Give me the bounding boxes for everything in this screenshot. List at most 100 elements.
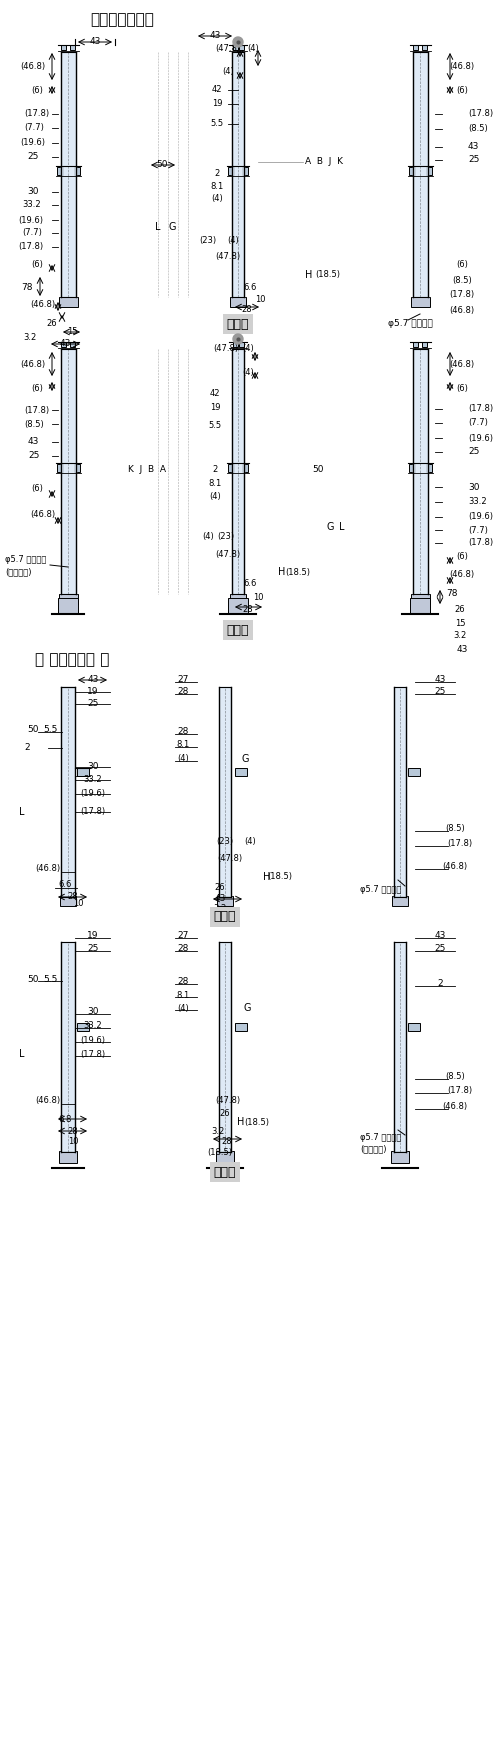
Text: (6): (6): [31, 87, 43, 96]
Bar: [238, 45, 244, 51]
Text: (4): (4): [202, 533, 214, 542]
Bar: [56, 167, 62, 176]
Text: 6.8: 6.8: [58, 1115, 71, 1124]
Bar: [60, 895, 76, 906]
Bar: [410, 598, 430, 613]
Text: (19.6): (19.6): [468, 434, 493, 442]
Text: 27: 27: [178, 676, 188, 685]
Text: H: H: [238, 1117, 244, 1127]
Text: (6): (6): [31, 383, 43, 392]
Bar: [408, 465, 414, 472]
Text: 30: 30: [27, 188, 38, 197]
Bar: [235, 1023, 247, 1031]
Text: H: H: [264, 873, 270, 881]
Text: 2: 2: [212, 465, 218, 474]
Text: 8.1: 8.1: [210, 183, 224, 192]
Bar: [242, 167, 248, 176]
Text: (17.8): (17.8): [448, 1087, 472, 1096]
Text: (帶黑色線): (帶黑色線): [360, 1144, 386, 1153]
Text: 33.2: 33.2: [84, 1021, 102, 1031]
Text: (8.5): (8.5): [24, 420, 44, 429]
Bar: [74, 465, 80, 472]
Text: 27: 27: [178, 932, 188, 941]
Text: (8.5): (8.5): [445, 824, 465, 833]
Text: 28: 28: [242, 305, 252, 315]
Text: (47.8): (47.8): [216, 1096, 240, 1104]
Text: 10: 10: [73, 899, 83, 909]
Text: ＜背面安装時＞: ＜背面安装時＞: [90, 12, 154, 28]
Text: (47.8): (47.8): [216, 549, 240, 559]
Text: A  B  J  K: A B J K: [305, 157, 343, 167]
Text: 30: 30: [88, 763, 99, 772]
Text: (7.7): (7.7): [24, 124, 44, 132]
Text: 2: 2: [24, 744, 30, 753]
Bar: [242, 465, 248, 472]
Text: 28: 28: [178, 688, 188, 697]
Text: (4): (4): [177, 1003, 189, 1012]
Text: (7.7): (7.7): [468, 526, 488, 535]
Text: (17.8): (17.8): [448, 840, 472, 848]
Polygon shape: [219, 942, 231, 1151]
Bar: [58, 594, 78, 604]
Text: 33.2: 33.2: [84, 775, 102, 784]
Bar: [217, 895, 233, 906]
Text: 2: 2: [214, 169, 220, 178]
Text: 6.6: 6.6: [244, 580, 256, 589]
Polygon shape: [61, 942, 75, 1151]
Text: (4): (4): [242, 368, 254, 376]
Bar: [413, 343, 418, 347]
Text: 43: 43: [88, 676, 99, 685]
Text: 50: 50: [27, 974, 39, 984]
Text: 5.5: 5.5: [43, 725, 57, 735]
Text: 28: 28: [222, 1138, 232, 1146]
Text: (46.8): (46.8): [450, 305, 474, 315]
Text: φ5.7 灰色電線: φ5.7 灰色電線: [360, 885, 402, 894]
Bar: [228, 167, 234, 176]
Text: 25: 25: [434, 688, 446, 697]
Text: 50: 50: [312, 465, 324, 474]
Text: (19.6): (19.6): [18, 216, 43, 225]
Text: (19.6): (19.6): [80, 789, 106, 798]
Text: 5.5: 5.5: [43, 974, 57, 984]
Text: 25: 25: [27, 153, 38, 162]
Circle shape: [233, 37, 243, 47]
Text: G: G: [326, 523, 334, 531]
Text: 25: 25: [468, 448, 479, 456]
Polygon shape: [61, 686, 75, 897]
Text: 3.2: 3.2: [214, 904, 226, 913]
Polygon shape: [394, 686, 406, 897]
Text: (6): (6): [456, 260, 468, 268]
Text: (17.8): (17.8): [450, 291, 474, 300]
Text: K  J  B  A: K J B A: [128, 465, 166, 474]
Text: (47.8): (47.8): [214, 345, 238, 354]
Text: (17.8): (17.8): [24, 406, 49, 415]
Text: 3.2: 3.2: [454, 632, 466, 641]
Text: 25: 25: [28, 451, 40, 460]
Text: 6.6: 6.6: [58, 880, 71, 890]
Bar: [426, 465, 432, 472]
Text: (46.8): (46.8): [442, 1103, 468, 1111]
Text: (17.8): (17.8): [18, 242, 43, 251]
Text: (18.5): (18.5): [315, 270, 340, 279]
Text: 43: 43: [456, 645, 468, 653]
Text: (46.8): (46.8): [442, 862, 468, 871]
Bar: [61, 343, 66, 347]
Bar: [59, 1151, 77, 1164]
Text: 42: 42: [212, 85, 222, 94]
Text: 受光器: 受光器: [214, 1165, 236, 1179]
Bar: [238, 343, 244, 347]
Text: H: H: [278, 566, 285, 577]
Bar: [426, 167, 432, 176]
Text: L: L: [339, 523, 345, 531]
Text: G: G: [243, 1003, 251, 1014]
Text: (46.8): (46.8): [30, 300, 56, 308]
Bar: [228, 465, 234, 472]
Text: (46.8): (46.8): [30, 509, 56, 519]
Text: 30: 30: [468, 483, 479, 491]
Text: 43: 43: [214, 894, 226, 904]
Text: 78: 78: [21, 282, 33, 291]
Text: (47.8): (47.8): [216, 253, 240, 261]
Text: (47.8): (47.8): [216, 45, 240, 54]
Text: (17.8): (17.8): [468, 538, 493, 547]
Text: 5.5: 5.5: [208, 422, 222, 430]
